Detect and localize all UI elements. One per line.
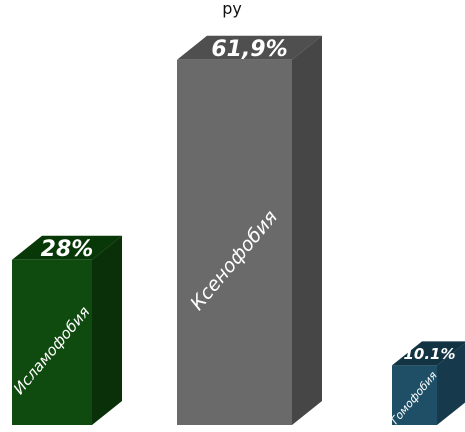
value-label-islamophobia: 28% xyxy=(41,237,94,262)
bar-group-xenophobia: 61,9%Ксенофобия xyxy=(177,35,322,425)
bar-group-islamophobia: 28%Исламофобия xyxy=(10,235,122,425)
bar-top-islamophobia xyxy=(12,235,122,260)
bar-side-homophobia xyxy=(437,343,465,425)
bar-islamophobia xyxy=(12,259,92,425)
value-label-xenophobia: 61,9% xyxy=(211,37,287,62)
value-label-homophobia: 10.1% xyxy=(403,345,455,363)
bar-side-islamophobia xyxy=(92,235,122,425)
bar-group-homophobia: 10.1%Гомофобия xyxy=(388,341,465,427)
bar-top-xenophobia xyxy=(177,35,322,60)
bars-layer: 28%Исламофобия 61,9%Ксенофобия 10.1%Гомофо… xyxy=(10,35,465,427)
bar-top-homophobia xyxy=(392,341,465,366)
chart-title-fragment: ру xyxy=(222,0,242,18)
bar-side-xenophobia xyxy=(292,35,322,425)
bar-homophobia xyxy=(392,365,437,425)
bar-xenophobia xyxy=(177,59,292,425)
